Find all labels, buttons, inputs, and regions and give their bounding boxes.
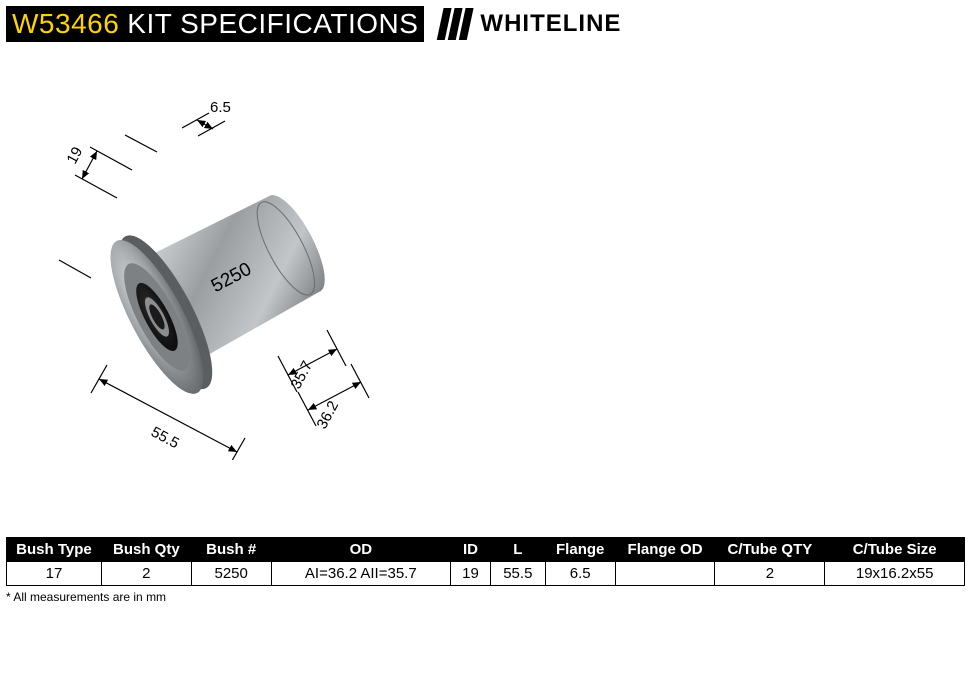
- cell: 5250: [191, 562, 271, 586]
- cell: 55.5: [490, 562, 545, 586]
- cell: [615, 562, 715, 586]
- dim-flange: 6.5: [182, 99, 231, 136]
- col-header: Flange: [545, 538, 615, 562]
- cell: AI=36.2 AII=35.7: [271, 562, 450, 586]
- cell: 17: [7, 562, 102, 586]
- svg-text:6.5: 6.5: [210, 99, 231, 116]
- cell: 2: [715, 562, 825, 586]
- brand-logo: WHITELINE: [434, 6, 621, 42]
- part-number: W53466: [12, 8, 119, 40]
- footnote: * All measurements are in mm: [6, 590, 965, 604]
- dim-length: 55.5: [91, 365, 245, 460]
- svg-text:19: 19: [64, 144, 87, 167]
- cell: 2: [101, 562, 191, 586]
- col-header: Flange OD: [615, 538, 715, 562]
- svg-text:35.7: 35.7: [288, 358, 317, 392]
- bushing-diagram: 5250 6.5 19 55.5: [35, 90, 400, 460]
- brand-name: WHITELINE: [480, 10, 621, 38]
- kit-spec-title: KIT SPECIFICATIONS: [127, 8, 418, 40]
- col-header: ID: [451, 538, 491, 562]
- dim-id: 19: [64, 144, 132, 198]
- col-header: Bush #: [191, 538, 271, 562]
- whiteline-logo-icon: [434, 6, 474, 42]
- col-header: L: [490, 538, 545, 562]
- col-header: C/Tube QTY: [715, 538, 825, 562]
- spec-table: Bush Type Bush Qty Bush # OD ID L Flange…: [6, 537, 965, 586]
- spec-table-wrap: Bush Type Bush Qty Bush # OD ID L Flange…: [6, 537, 965, 604]
- cell: 19: [451, 562, 491, 586]
- table-row: 17 2 5250 AI=36.2 AII=35.7 19 55.5 6.5 2…: [7, 562, 965, 586]
- col-header: Bush Qty: [101, 538, 191, 562]
- cell: 19x16.2x55: [825, 562, 965, 586]
- col-header: OD: [271, 538, 450, 562]
- col-header: Bush Type: [7, 538, 102, 562]
- svg-text:36.2: 36.2: [314, 398, 343, 432]
- dim-od-aii: 35.7: [278, 330, 346, 392]
- header-black-bar: W53466 KIT SPECIFICATIONS: [6, 6, 424, 42]
- header: W53466 KIT SPECIFICATIONS WHITELINE: [6, 6, 621, 42]
- col-header: C/Tube Size: [825, 538, 965, 562]
- cell: 6.5: [545, 562, 615, 586]
- table-header-row: Bush Type Bush Qty Bush # OD ID L Flange…: [7, 538, 965, 562]
- svg-text:55.5: 55.5: [148, 424, 182, 453]
